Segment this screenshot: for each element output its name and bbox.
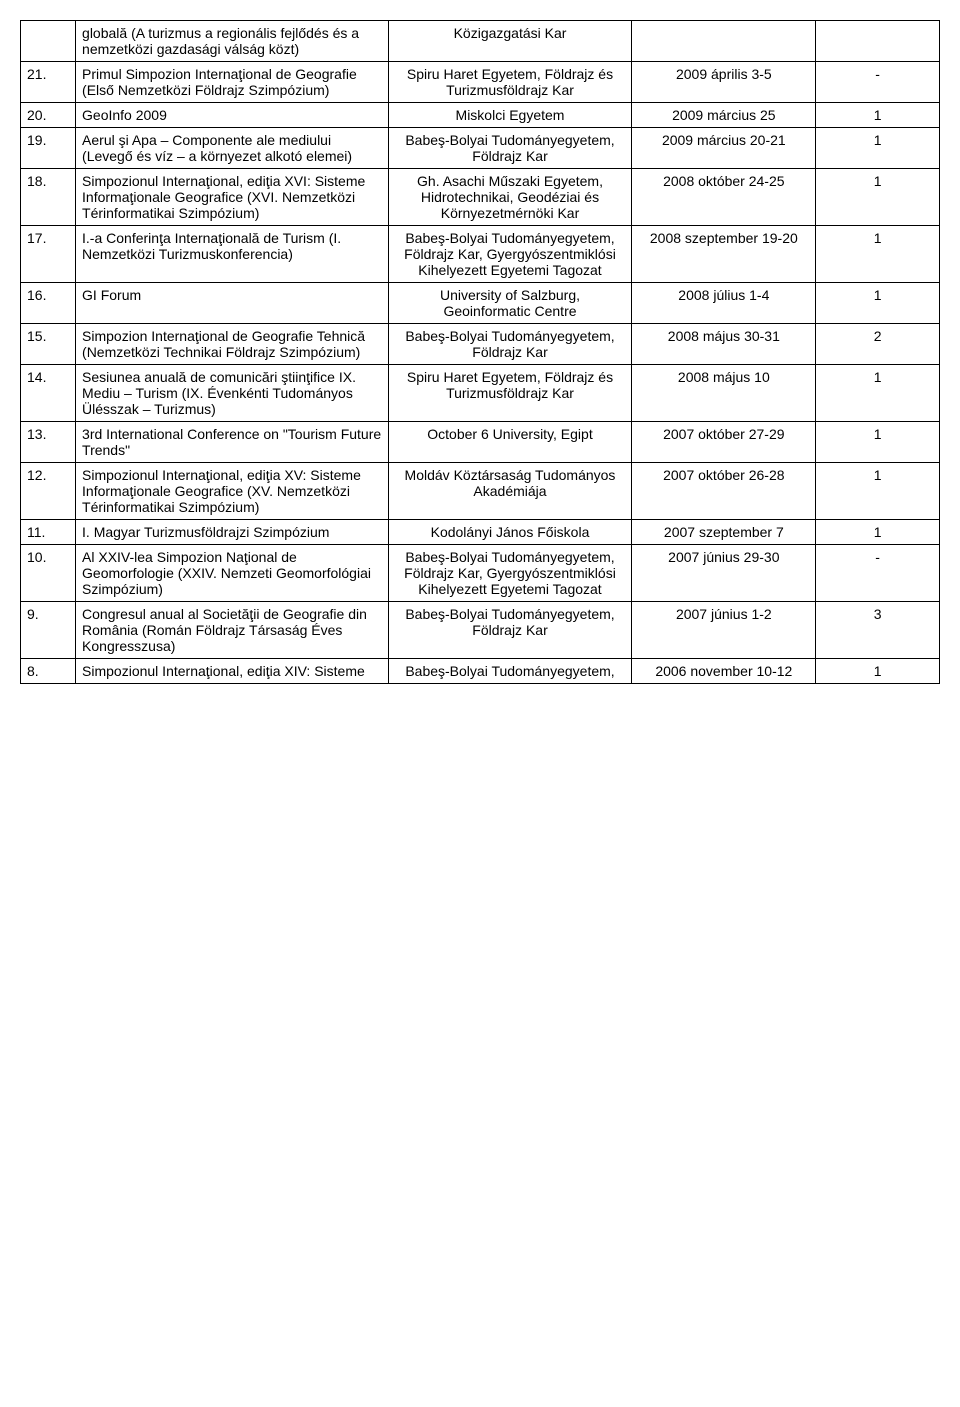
row-venue: Gh. Asachi Műszaki Egyetem, Hidrotechnik… — [388, 169, 632, 226]
row-number: 12. — [21, 463, 76, 520]
row-title: Aerul şi Apa – Componente ale mediului (… — [76, 128, 389, 169]
table-row: 12.Simpozionul Internaţional, ediţia XV:… — [21, 463, 940, 520]
row-count: 1 — [816, 463, 940, 520]
row-date: 2008 október 24-25 — [632, 169, 816, 226]
row-date: 2008 május 30-31 — [632, 324, 816, 365]
row-number — [21, 21, 76, 62]
row-count: 1 — [816, 422, 940, 463]
row-number: 8. — [21, 659, 76, 684]
row-count: 1 — [816, 226, 940, 283]
row-number: 10. — [21, 545, 76, 602]
row-count: 2 — [816, 324, 940, 365]
row-count: 1 — [816, 283, 940, 324]
row-venue: Babeş-Bolyai Tudományegyetem, Földrajz K… — [388, 226, 632, 283]
row-date: 2008 május 10 — [632, 365, 816, 422]
row-date: 2007 június 1-2 — [632, 602, 816, 659]
row-title: 3rd International Conference on "Tourism… — [76, 422, 389, 463]
row-title: globală (A turizmus a regionális fejlődé… — [76, 21, 389, 62]
row-title: Al XXIV-lea Simpozion Naţional de Geomor… — [76, 545, 389, 602]
row-number: 16. — [21, 283, 76, 324]
row-count: 3 — [816, 602, 940, 659]
row-count: - — [816, 545, 940, 602]
row-count: 1 — [816, 169, 940, 226]
table-row: 21.Primul Simpozion Internaţional de Geo… — [21, 62, 940, 103]
table-row: 13.3rd International Conference on "Tour… — [21, 422, 940, 463]
row-number: 9. — [21, 602, 76, 659]
row-date: 2009 április 3-5 — [632, 62, 816, 103]
row-count — [816, 21, 940, 62]
row-title: GeoInfo 2009 — [76, 103, 389, 128]
row-title: Congresul anual al Societăţii de Geograf… — [76, 602, 389, 659]
row-date: 2008 július 1-4 — [632, 283, 816, 324]
row-title: GI Forum — [76, 283, 389, 324]
row-date: 2009 március 25 — [632, 103, 816, 128]
row-count: - — [816, 62, 940, 103]
row-number: 13. — [21, 422, 76, 463]
table-row: 18.Simpozionul Internaţional, ediţia XVI… — [21, 169, 940, 226]
row-title: I.-a Conferinţa Internaţională de Turism… — [76, 226, 389, 283]
row-venue: Babeş-Bolyai Tudományegyetem, Földrajz K… — [388, 128, 632, 169]
row-date: 2007 június 29-30 — [632, 545, 816, 602]
row-title: Simpozionul Internaţional, ediţia XVI: S… — [76, 169, 389, 226]
row-number: 15. — [21, 324, 76, 365]
row-venue: October 6 University, Egipt — [388, 422, 632, 463]
row-count: 1 — [816, 520, 940, 545]
row-venue: Moldáv Köztársaság Tudományos Akadémiája — [388, 463, 632, 520]
row-date: 2007 szeptember 7 — [632, 520, 816, 545]
table-row: 17.I.-a Conferinţa Internaţională de Tur… — [21, 226, 940, 283]
row-number: 20. — [21, 103, 76, 128]
conference-table: globală (A turizmus a regionális fejlődé… — [20, 20, 940, 684]
row-title: Sesiunea anuală de comunicări ştiinţific… — [76, 365, 389, 422]
row-title: I. Magyar Turizmusföldrajzi Szimpózium — [76, 520, 389, 545]
row-venue: Babeş-Bolyai Tudományegyetem, — [388, 659, 632, 684]
table-row: 10.Al XXIV-lea Simpozion Naţional de Geo… — [21, 545, 940, 602]
row-venue: Babeş-Bolyai Tudományegyetem, Földrajz K… — [388, 545, 632, 602]
table-row: 14.Sesiunea anuală de comunicări ştiinţi… — [21, 365, 940, 422]
row-venue: University of Salzburg, Geoinformatic Ce… — [388, 283, 632, 324]
row-date: 2006 november 10-12 — [632, 659, 816, 684]
row-venue: Babeş-Bolyai Tudományegyetem, Földrajz K… — [388, 602, 632, 659]
table-row: 11.I. Magyar Turizmusföldrajzi Szimpóziu… — [21, 520, 940, 545]
row-count: 1 — [816, 103, 940, 128]
row-title: Primul Simpozion Internaţional de Geogra… — [76, 62, 389, 103]
row-venue: Kodolányi János Főiskola — [388, 520, 632, 545]
row-venue: Spiru Haret Egyetem, Földrajz és Turizmu… — [388, 62, 632, 103]
table-row: 16.GI ForumUniversity of Salzburg, Geoin… — [21, 283, 940, 324]
table-row: 20.GeoInfo 2009Miskolci Egyetem2009 márc… — [21, 103, 940, 128]
row-count: 1 — [816, 128, 940, 169]
row-number: 21. — [21, 62, 76, 103]
row-number: 19. — [21, 128, 76, 169]
row-venue: Miskolci Egyetem — [388, 103, 632, 128]
row-title: Simpozionul Internaţional, ediţia XIV: S… — [76, 659, 389, 684]
row-date: 2007 október 27-29 — [632, 422, 816, 463]
row-date — [632, 21, 816, 62]
table-row: globală (A turizmus a regionális fejlődé… — [21, 21, 940, 62]
row-number: 18. — [21, 169, 76, 226]
row-number: 11. — [21, 520, 76, 545]
row-count: 1 — [816, 365, 940, 422]
row-number: 17. — [21, 226, 76, 283]
row-date: 2008 szeptember 19-20 — [632, 226, 816, 283]
row-title: Simpozionul Internaţional, ediţia XV: Si… — [76, 463, 389, 520]
table-row: 15.Simpozion Internaţional de Geografie … — [21, 324, 940, 365]
row-count: 1 — [816, 659, 940, 684]
table-row: 19.Aerul şi Apa – Componente ale mediulu… — [21, 128, 940, 169]
row-venue: Spiru Haret Egyetem, Földrajz és Turizmu… — [388, 365, 632, 422]
row-venue: Babeş-Bolyai Tudományegyetem, Földrajz K… — [388, 324, 632, 365]
row-date: 2007 október 26-28 — [632, 463, 816, 520]
row-date: 2009 március 20-21 — [632, 128, 816, 169]
row-venue: Közigazgatási Kar — [388, 21, 632, 62]
table-row: 8.Simpozionul Internaţional, ediţia XIV:… — [21, 659, 940, 684]
row-number: 14. — [21, 365, 76, 422]
row-title: Simpozion Internaţional de Geografie Teh… — [76, 324, 389, 365]
table-row: 9.Congresul anual al Societăţii de Geogr… — [21, 602, 940, 659]
